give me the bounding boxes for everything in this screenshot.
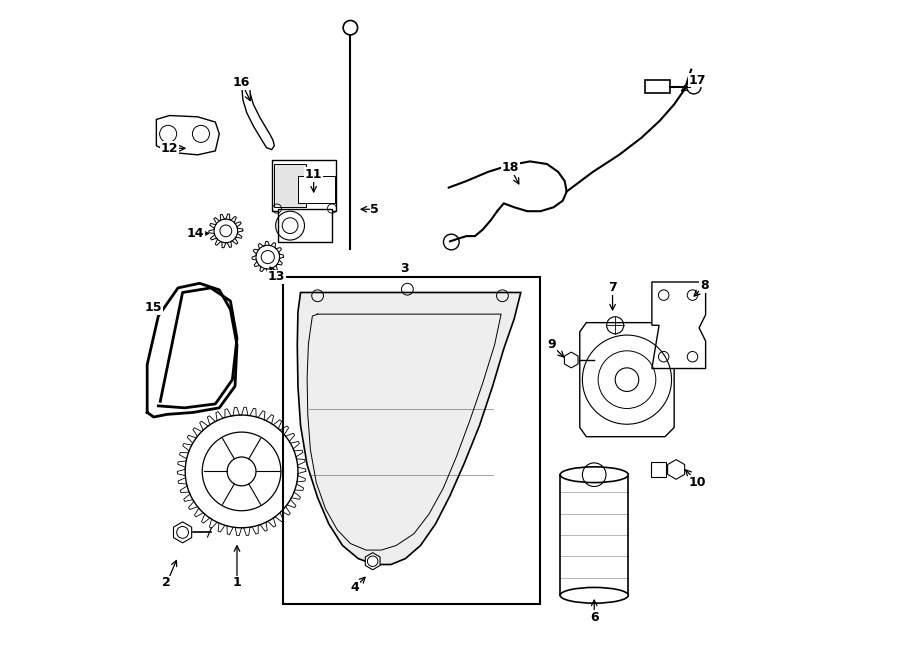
Text: 13: 13: [267, 270, 285, 284]
Text: 9: 9: [547, 338, 556, 352]
Text: 4: 4: [351, 581, 359, 594]
Text: 14: 14: [187, 227, 204, 240]
Bar: [283, 277, 541, 604]
Bar: [278, 210, 332, 242]
Ellipse shape: [560, 467, 628, 483]
Text: 1: 1: [232, 576, 241, 590]
Text: 11: 11: [305, 168, 322, 181]
Text: 2: 2: [163, 576, 171, 590]
Polygon shape: [652, 282, 706, 369]
Text: 6: 6: [590, 611, 598, 624]
Ellipse shape: [560, 588, 628, 603]
Polygon shape: [174, 522, 192, 543]
Text: 12: 12: [161, 142, 178, 155]
Polygon shape: [580, 323, 674, 437]
Polygon shape: [241, 83, 274, 149]
Text: 15: 15: [145, 301, 163, 314]
Polygon shape: [365, 553, 380, 570]
Text: 7: 7: [608, 282, 617, 294]
Bar: [560, 475, 628, 596]
Polygon shape: [297, 292, 521, 564]
Text: 10: 10: [689, 476, 706, 489]
Polygon shape: [668, 459, 685, 479]
Polygon shape: [157, 116, 220, 155]
Text: 5: 5: [370, 203, 379, 215]
Polygon shape: [564, 352, 578, 368]
Circle shape: [343, 20, 357, 35]
Polygon shape: [652, 461, 666, 477]
Text: 17: 17: [689, 73, 706, 87]
Text: 3: 3: [400, 262, 409, 275]
Text: 8: 8: [700, 280, 708, 292]
Bar: [298, 176, 335, 204]
Text: 16: 16: [233, 76, 250, 89]
Bar: [274, 164, 306, 208]
Text: 18: 18: [501, 161, 519, 175]
Bar: [645, 80, 670, 93]
Bar: [272, 160, 336, 212]
